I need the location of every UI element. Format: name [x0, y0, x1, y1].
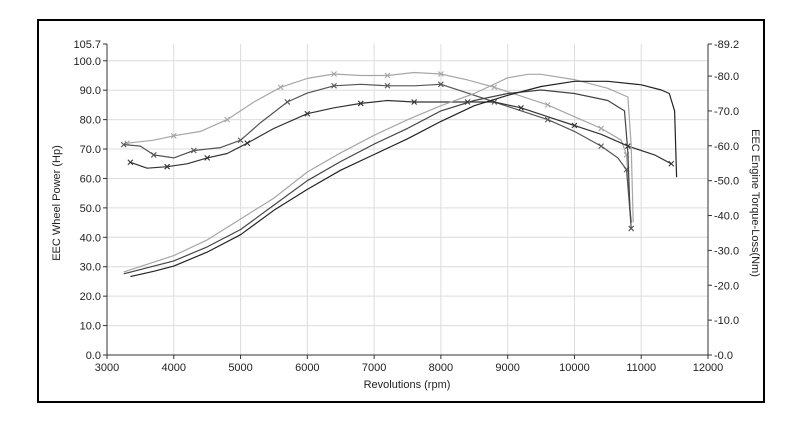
x-tick-label: 5000 [228, 362, 252, 374]
x-tick-label: 6000 [295, 362, 319, 374]
series-1-marker [277, 84, 284, 91]
y-right-tick-label: -0.0 [714, 350, 733, 362]
y-right-tick-label: -70.0 [714, 106, 739, 118]
y-right-tick-label: -50.0 [714, 176, 739, 188]
series-3-marker [164, 163, 170, 170]
series-3-marker [411, 99, 418, 105]
y-right-tick-label: -60.0 [714, 141, 739, 153]
series-3-marker [571, 122, 578, 129]
x-tick-label: 4000 [162, 362, 186, 374]
y-right-tick-label: -30.0 [714, 245, 739, 257]
series-layer [120, 71, 678, 278]
x-tick-label: 12000 [693, 362, 724, 374]
y-left-tick-label: 0.0 [86, 350, 101, 362]
ticks: 3000 4000 5000 6000 7000 8000 9000 10000 11000 12… [73, 39, 739, 374]
y-right-tick-label: -40.0 [714, 211, 739, 223]
series-3-marker [357, 100, 364, 107]
grid [106, 44, 709, 356]
series-line-1 [126, 71, 632, 229]
x-tick-label: 10000 [559, 362, 590, 374]
series-line-2 [123, 83, 632, 229]
series-3-marker [304, 110, 311, 117]
y-left-tick-label: 90.0 [80, 85, 101, 97]
x-tick-label: 8000 [429, 362, 453, 374]
chart-frame [37, 19, 765, 403]
y-right-tick-label: -20.0 [714, 280, 739, 292]
y-left-tick-label: 60.0 [80, 173, 101, 185]
y-left-tick-label: 80.0 [80, 115, 101, 127]
y-left-tick-label: 70.0 [80, 144, 101, 156]
series-3-marker [244, 140, 251, 147]
y-left-tick-label: 10.0 [80, 321, 101, 333]
series-2-marker [284, 99, 291, 105]
y-right-tick-label: -10.0 [714, 315, 739, 327]
series-2-marker [628, 225, 635, 232]
series-2-marker [120, 141, 127, 148]
y-left-tick-label: 30.0 [80, 262, 101, 274]
series-1-marker [437, 71, 444, 77]
series-3-marker [668, 160, 675, 167]
series-2-marker [150, 152, 157, 158]
x-tick-label: 9000 [495, 362, 519, 374]
y-right-tick-label: -89.2 [714, 39, 739, 51]
y-left-axis-title: EEC Wheel Power (Hp) [51, 145, 63, 261]
y-left-tick-label: 100.0 [73, 56, 101, 68]
series-3-marker [204, 154, 211, 161]
series-2-marker [384, 82, 391, 89]
series-1-marker [544, 102, 551, 108]
series-line-5 [123, 89, 632, 275]
series-2-marker [237, 137, 244, 144]
series-1-marker [224, 116, 231, 123]
x-axis-title: Revolutions (rpm) [364, 379, 451, 391]
series-2-marker [544, 116, 551, 123]
series-2-marker [331, 82, 337, 89]
series-line-3 [130, 99, 672, 169]
series-1-marker [598, 125, 605, 132]
y-left-tick-label: 50.0 [80, 203, 101, 215]
series-line-4 [123, 73, 634, 273]
series-1-marker [331, 71, 337, 77]
y-left-tick-label: 40.0 [80, 232, 101, 244]
series-line-6 [130, 80, 678, 278]
series-1-marker [384, 72, 391, 79]
series-1-marker [170, 132, 177, 139]
y-right-axis-title: EEC Engine Torque-Loss(Nm) [749, 129, 761, 277]
axes [106, 44, 709, 356]
series-3-marker [518, 104, 524, 111]
y-right-tick-label: -80.0 [714, 71, 739, 83]
y-left-tick-label: 20.0 [80, 291, 101, 303]
y-left-tick-label: 105.7 [73, 39, 101, 51]
series-2-marker [190, 147, 197, 154]
series-2-marker [437, 81, 444, 88]
series-2-marker [598, 143, 605, 149]
x-tick-label: 7000 [362, 362, 386, 374]
x-tick-label: 3000 [95, 362, 119, 374]
series-3-marker [127, 159, 134, 166]
series-1-marker [491, 84, 498, 91]
x-tick-label: 11000 [626, 362, 656, 374]
